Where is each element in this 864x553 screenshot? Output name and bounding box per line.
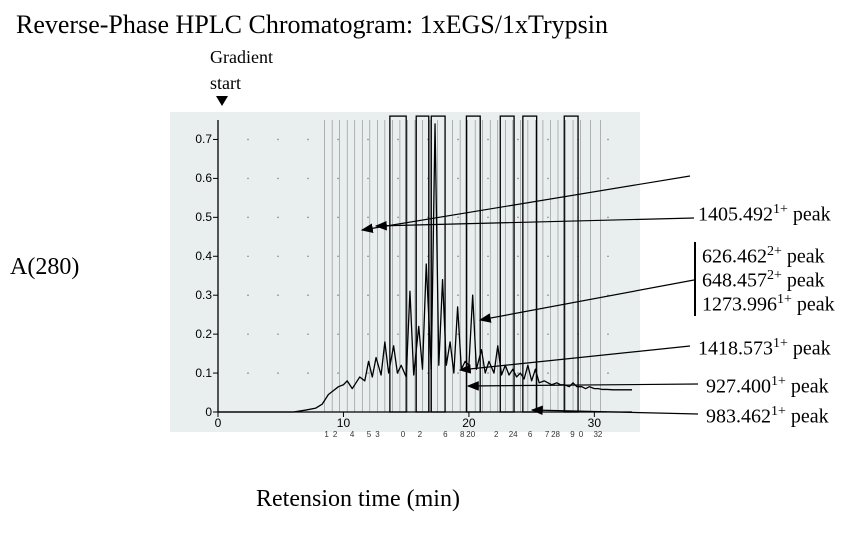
peak-annotation: 626.4622+ peak — [702, 244, 825, 269]
y-tick-label: 0.3 — [182, 288, 212, 302]
y-tick-label: 0.1 — [182, 366, 212, 380]
chart-svg — [170, 112, 640, 432]
peak-annotation: 983.4621+ peak — [706, 404, 829, 429]
fraction-index: 0 — [397, 430, 409, 439]
fraction-index: 2 — [490, 430, 502, 439]
y-tick-label: 0.4 — [182, 249, 212, 263]
peak-annotation: 927.4001+ peak — [706, 374, 829, 399]
fraction-index: 24 — [507, 430, 519, 439]
x-tick-label: 30 — [582, 416, 606, 430]
peak-group-bracket — [694, 242, 696, 316]
fraction-index: 6 — [439, 430, 451, 439]
gradient-label-1: Gradient — [210, 48, 273, 68]
chart-title: Reverse-Phase HPLC Chromatogram: 1xEGS/1… — [16, 10, 608, 40]
fraction-index: 2 — [414, 430, 426, 439]
fraction-index: 20 — [465, 430, 477, 439]
fraction-index: 4 — [346, 430, 358, 439]
y-tick-label: 0.2 — [182, 327, 212, 341]
peak-annotation: 1405.4921+ peak — [698, 202, 831, 227]
x-tick-label: 0 — [206, 416, 230, 430]
x-tick-label: 20 — [457, 416, 481, 430]
fraction-index: 28 — [550, 430, 562, 439]
y-tick-label: 0.5 — [182, 210, 212, 224]
x-axis-label: Retension time (min) — [256, 486, 460, 513]
fraction-index: 3 — [372, 430, 384, 439]
gradient-label-2: start — [210, 74, 241, 94]
fraction-index: 32 — [592, 430, 604, 439]
fraction-index: 0 — [575, 430, 587, 439]
y-tick-label: 0.7 — [182, 132, 212, 146]
fraction-index: 6 — [524, 430, 536, 439]
fraction-index: 2 — [329, 430, 341, 439]
gradient-marker-icon — [216, 96, 228, 106]
peak-annotation: 648.4572+ peak — [702, 268, 825, 293]
chromatogram-chart: 00.10.20.30.40.50.60.7010203012453026820… — [170, 112, 640, 432]
peak-annotation: 1418.5731+ peak — [698, 336, 831, 361]
y-axis-label: A(280) — [10, 254, 79, 281]
x-tick-label: 10 — [331, 416, 355, 430]
peak-annotation: 1273.9961+ peak — [702, 292, 835, 317]
y-tick-label: 0.6 — [182, 171, 212, 185]
